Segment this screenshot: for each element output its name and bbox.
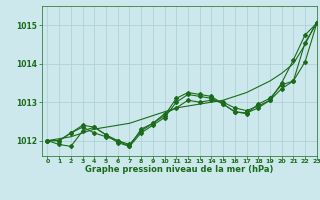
X-axis label: Graphe pression niveau de la mer (hPa): Graphe pression niveau de la mer (hPa) bbox=[85, 165, 273, 174]
